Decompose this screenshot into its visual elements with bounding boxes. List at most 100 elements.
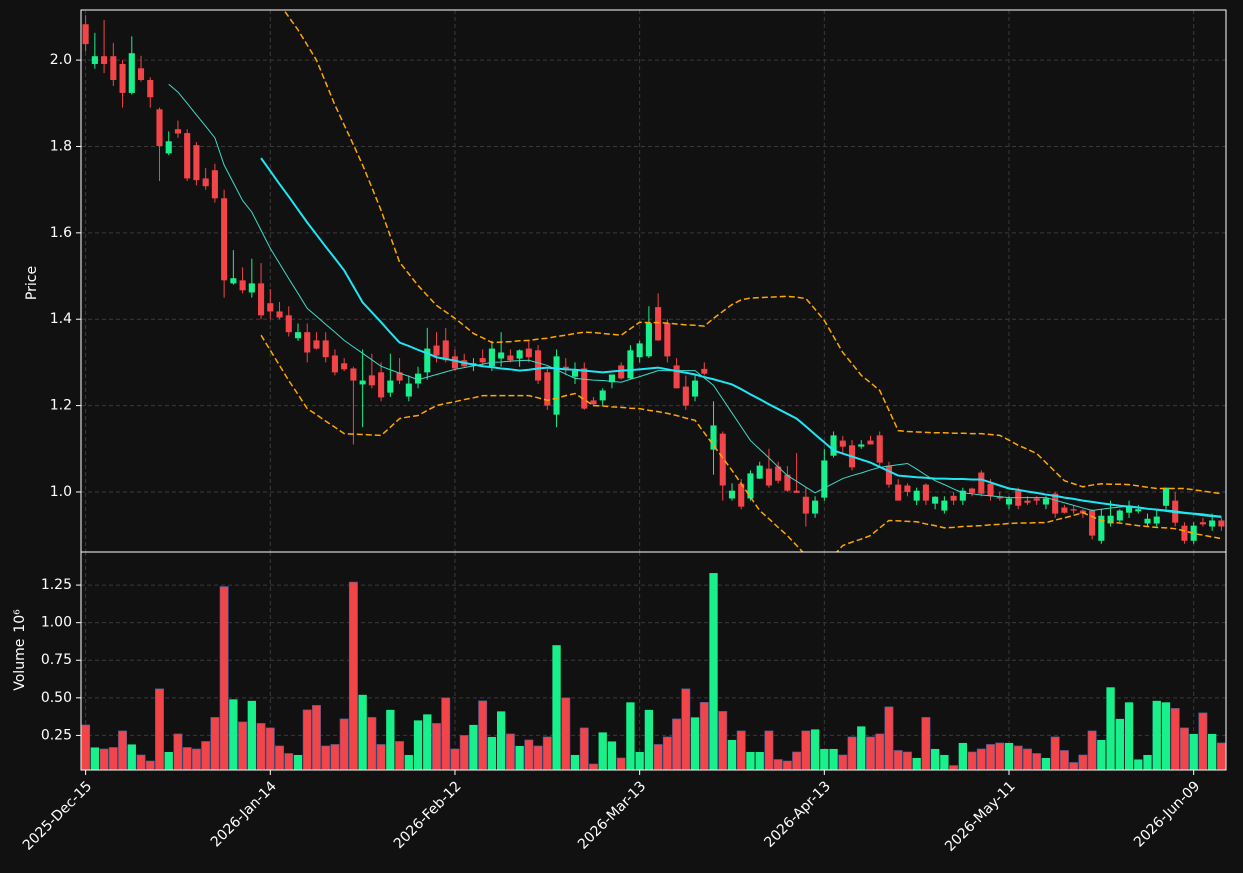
candle-body — [110, 56, 117, 80]
volume-bar — [191, 748, 201, 770]
candle-body — [267, 303, 274, 312]
volume-bar — [533, 745, 543, 770]
volume-bar — [542, 736, 552, 770]
candle-body — [756, 465, 763, 479]
volume-bar — [423, 714, 432, 770]
volume-bar — [764, 730, 774, 770]
volume-bar — [773, 759, 783, 770]
volume-bar — [173, 733, 183, 770]
volume-bar — [829, 748, 838, 770]
volume-bar — [469, 724, 478, 770]
candle-body — [969, 488, 976, 493]
axis-offset: 10⁶ — [12, 609, 28, 633]
volume-bar — [662, 736, 672, 770]
volume-bar — [413, 720, 423, 770]
volume-bar — [1097, 739, 1106, 770]
candle-body — [765, 468, 772, 486]
volume-bar — [219, 586, 229, 770]
volume-bar — [1189, 733, 1198, 770]
candle-body — [636, 343, 643, 358]
volume-bar — [579, 727, 589, 770]
candle-body — [1061, 507, 1068, 513]
volume-bar — [376, 744, 386, 770]
candle-body — [91, 56, 98, 64]
volume-panel — [81, 573, 1226, 770]
y-tick-label: 1.8 — [50, 138, 72, 154]
candle-body — [285, 315, 292, 333]
candle-body — [230, 278, 237, 284]
volume-bar — [912, 757, 921, 770]
volume-bar — [395, 741, 405, 770]
candle-body — [599, 390, 606, 401]
volume-bar — [108, 747, 118, 770]
volume-bar — [127, 744, 136, 770]
candle-body — [932, 496, 939, 504]
candle-body — [165, 141, 172, 154]
volume-bar — [348, 581, 358, 770]
candle-body — [618, 365, 625, 379]
candle-body — [590, 400, 597, 405]
candle-body — [1162, 487, 1170, 506]
volume-bar — [386, 709, 395, 770]
candle-body — [1218, 520, 1225, 527]
volume-bar — [1207, 733, 1217, 770]
y-tick-label: 1.2 — [50, 398, 72, 414]
volume-bar — [727, 739, 737, 770]
candle-body — [248, 283, 255, 293]
candle-body — [710, 425, 717, 450]
volume-bar — [459, 735, 469, 770]
candle-body — [128, 53, 135, 93]
candle-body — [341, 363, 348, 370]
volume-bar — [598, 732, 607, 770]
candle-body — [368, 375, 375, 386]
volume-bar — [746, 751, 755, 770]
volume-bar — [552, 645, 561, 770]
candle-body — [239, 280, 246, 291]
y-tick-label: 2.0 — [50, 52, 72, 68]
candle-body — [1135, 509, 1142, 512]
candle-body — [839, 440, 846, 447]
candle-body — [553, 356, 560, 415]
candle-body — [645, 323, 652, 357]
volume-bar — [145, 760, 155, 770]
candle-body — [544, 372, 551, 406]
volume-bar — [736, 730, 746, 770]
volume-bar — [930, 748, 940, 770]
candle-body — [1024, 500, 1031, 503]
volume-bar — [653, 744, 663, 770]
candle-body — [1199, 522, 1206, 525]
candle-body — [101, 56, 108, 64]
candle-body — [1107, 515, 1114, 524]
volume-bar — [164, 751, 173, 770]
candle-body — [119, 63, 126, 93]
candle-body — [802, 496, 809, 514]
candle-body — [738, 483, 745, 507]
volume-bar — [182, 747, 192, 770]
y-tick-label: 0.75 — [41, 652, 72, 668]
candle-body — [1209, 520, 1216, 527]
volume-bar — [432, 723, 441, 770]
candle-body — [1033, 498, 1040, 501]
volume-bar — [339, 718, 349, 770]
candle-body — [442, 340, 449, 361]
y-tick-label: 1.00 — [41, 615, 72, 631]
volume-bar — [450, 748, 460, 770]
volume-bar — [1004, 742, 1014, 770]
indicator-line — [282, 10, 1222, 495]
candle-body — [147, 79, 154, 98]
volume-bar — [496, 711, 506, 770]
candle-body — [507, 355, 514, 361]
volume-bar — [515, 745, 524, 770]
candle-body — [258, 283, 265, 316]
candle-body — [488, 348, 495, 367]
candle-body — [1144, 518, 1151, 524]
candle-body — [221, 198, 228, 281]
volume-bar — [302, 709, 312, 770]
candle-body — [414, 373, 422, 384]
candle-body — [627, 350, 634, 379]
volume-bar — [589, 763, 598, 770]
volume-bar — [921, 717, 931, 770]
candle-body — [867, 440, 874, 445]
volume-bar — [847, 736, 857, 770]
